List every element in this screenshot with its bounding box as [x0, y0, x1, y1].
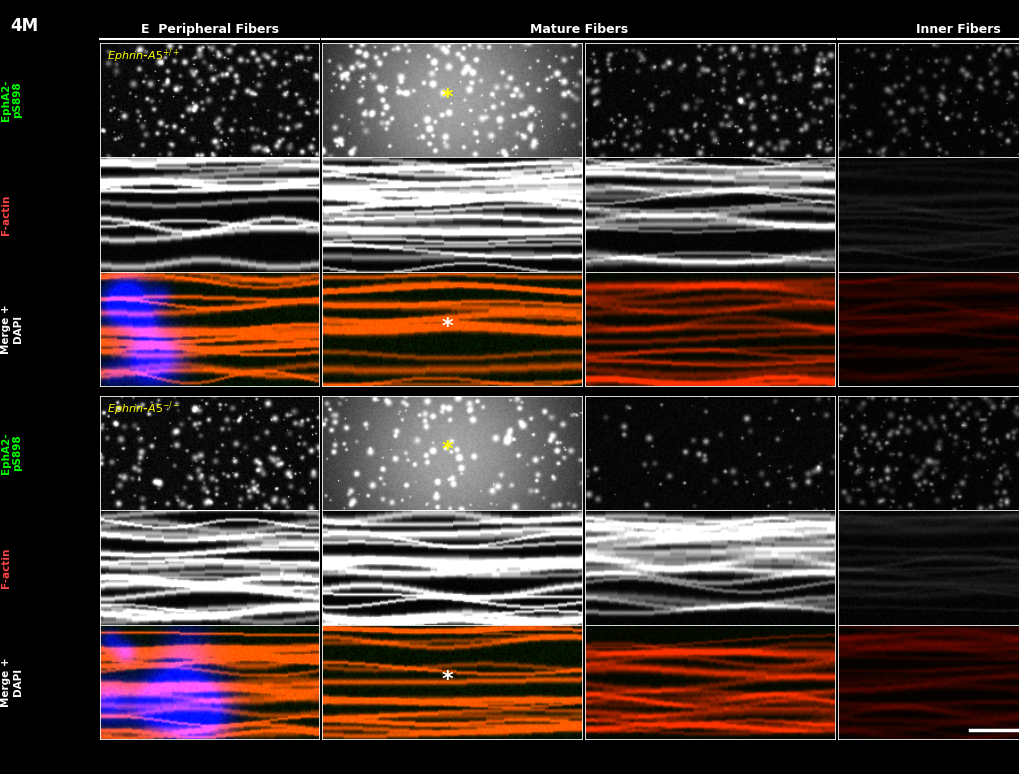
Text: EphA2-
pS898: EphA2- pS898	[1, 79, 22, 121]
Text: *: *	[441, 440, 452, 461]
Text: E  Peripheral Fibers: E Peripheral Fibers	[141, 23, 278, 36]
Text: $\it{Ephrin}$-$\it{A5}$$^{+/+}$: $\it{Ephrin}$-$\it{A5}$$^{+/+}$	[106, 46, 180, 64]
Text: 4M: 4M	[10, 17, 39, 35]
Text: F-actin: F-actin	[1, 547, 11, 587]
Text: *: *	[441, 87, 452, 108]
Text: *: *	[441, 670, 452, 690]
Text: Merge +
DAPI: Merge + DAPI	[1, 304, 22, 354]
Text: EphA2-
pS898: EphA2- pS898	[1, 432, 22, 474]
Text: Mature Fibers: Mature Fibers	[529, 23, 628, 36]
Text: Inner Fibers: Inner Fibers	[915, 23, 1000, 36]
Text: *: *	[441, 317, 452, 337]
Text: $\it{Ephrin}$-$\it{A5}$$^{-/-}$: $\it{Ephrin}$-$\it{A5}$$^{-/-}$	[106, 399, 180, 417]
Text: F-actin: F-actin	[1, 194, 11, 235]
Text: Merge +
DAPI: Merge + DAPI	[1, 657, 22, 707]
